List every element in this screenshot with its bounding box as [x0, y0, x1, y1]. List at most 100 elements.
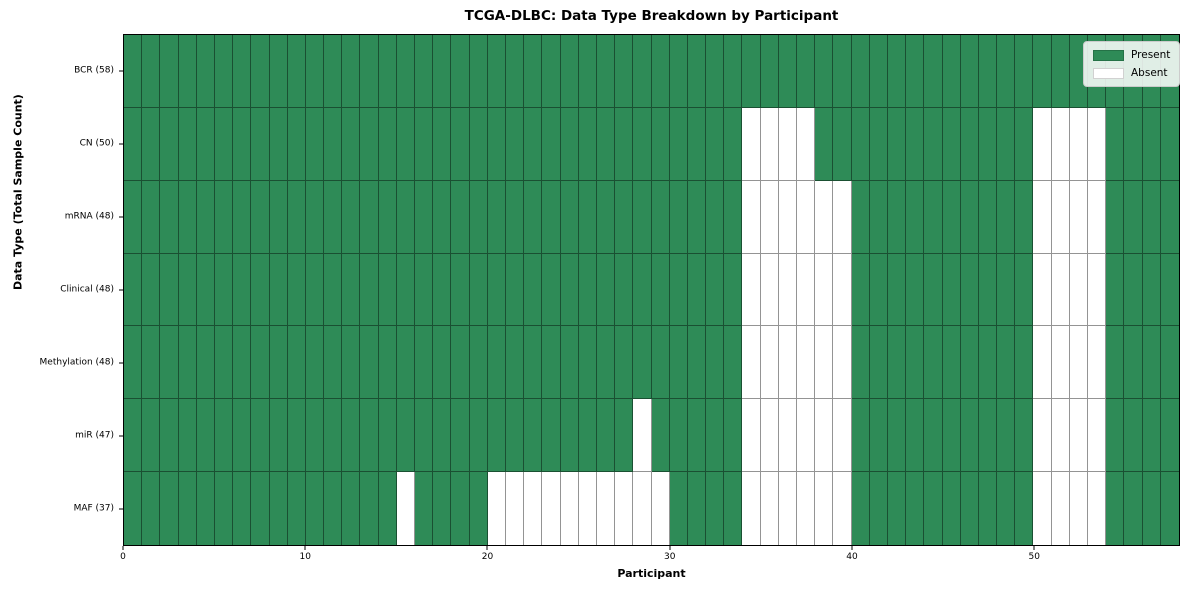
- heatmap-cell-present: [124, 253, 143, 327]
- heatmap-cell-present: [1015, 472, 1034, 545]
- heatmap-cell-present: [415, 326, 434, 400]
- heatmap-cell-present: [560, 326, 579, 400]
- heatmap-cell-present: [160, 253, 179, 327]
- heatmap-cell-present: [487, 35, 506, 108]
- heatmap-cell-present: [324, 35, 343, 108]
- heatmap-cell-present: [433, 180, 452, 254]
- heatmap-cell-present: [615, 253, 634, 327]
- heatmap-cell-present: [451, 253, 470, 327]
- heatmap-cell-present: [196, 472, 215, 545]
- heatmap-cell-present: [415, 180, 434, 254]
- heatmap-cell-absent: [778, 472, 798, 545]
- heatmap-cell-present: [251, 180, 270, 254]
- heatmap-cell-absent: [797, 472, 816, 545]
- heatmap-cell-present: [360, 253, 379, 327]
- heatmap-cell-absent: [578, 472, 597, 545]
- heatmap-cell-present: [542, 326, 561, 400]
- y-tick-mark: [119, 70, 123, 72]
- x-tick-mark: [486, 546, 488, 550]
- heatmap-cell-present: [378, 107, 397, 181]
- heatmap-cell-present: [906, 107, 925, 181]
- heatmap-cell-absent: [1051, 326, 1070, 400]
- heatmap-cell-present: [1106, 253, 1125, 327]
- heatmap-cell-present: [997, 253, 1016, 327]
- heatmap-cell-absent: [778, 180, 798, 254]
- heatmap-cell-present: [142, 35, 161, 108]
- heatmap-cell-present: [942, 35, 961, 108]
- y-tick-mark: [119, 362, 123, 364]
- heatmap-cell-absent: [742, 472, 761, 545]
- heatmap-cell-absent: [542, 472, 561, 545]
- heatmap-cell-present: [342, 399, 361, 473]
- heatmap-cell-present: [1015, 399, 1034, 473]
- heatmap-cell-present: [578, 35, 597, 108]
- y-tick-mark: [119, 143, 123, 145]
- heatmap-cell-present: [360, 326, 379, 400]
- heatmap-cell-absent: [833, 399, 852, 473]
- heatmap-cell-present: [687, 326, 707, 400]
- heatmap-cell-present: [960, 472, 979, 545]
- heatmap-cell-present: [124, 180, 143, 254]
- heatmap-cell-absent: [778, 399, 798, 473]
- heatmap-cell-present: [906, 399, 925, 473]
- heatmap-cell-present: [978, 107, 998, 181]
- heatmap-cell-present: [851, 472, 870, 545]
- heatmap-cell-absent: [1088, 472, 1107, 545]
- heatmap-cell-present: [324, 326, 343, 400]
- heatmap-cell-present: [342, 253, 361, 327]
- heatmap-cell-absent: [560, 472, 579, 545]
- heatmap-cell-present: [451, 35, 470, 108]
- chart-title: TCGA-DLBC: Data Type Breakdown by Partic…: [464, 8, 839, 24]
- legend: Present Absent: [1083, 41, 1181, 87]
- heatmap-cell-present: [596, 399, 616, 473]
- heatmap-cell-present: [633, 107, 652, 181]
- heatmap-cell-present: [778, 35, 798, 108]
- legend-entry: Absent: [1093, 67, 1170, 79]
- heatmap-cell-present: [687, 180, 707, 254]
- heatmap-cell-present: [469, 253, 488, 327]
- heatmap-cell-present: [324, 472, 343, 545]
- heatmap-cell-present: [233, 107, 252, 181]
- heatmap-cell-absent: [633, 399, 652, 473]
- heatmap-cell-present: [451, 472, 470, 545]
- heatmap-cell-present: [1015, 253, 1034, 327]
- heatmap-cell-present: [997, 326, 1016, 400]
- heatmap-cell-present: [269, 107, 288, 181]
- heatmap-cell-present: [269, 253, 288, 327]
- heatmap-cell-present: [542, 180, 561, 254]
- heatmap-cell-absent: [797, 180, 816, 254]
- x-tick-mark: [669, 546, 671, 550]
- heatmap-cell-present: [287, 180, 306, 254]
- heatmap-cell-present: [160, 35, 179, 108]
- heatmap-cell-present: [360, 472, 379, 545]
- heatmap-cell-present: [906, 35, 925, 108]
- heatmap-cell-present: [851, 107, 870, 181]
- x-tick-label: 30: [663, 552, 676, 562]
- heatmap-cell-present: [978, 253, 998, 327]
- heatmap-cell-present: [724, 180, 743, 254]
- heatmap-cell-present: [415, 472, 434, 545]
- heatmap-cell-present: [469, 472, 488, 545]
- legend-label: Absent: [1131, 67, 1168, 79]
- heatmap-cell-present: [233, 253, 252, 327]
- heatmap-cell-present: [287, 35, 306, 108]
- heatmap-cell-present: [396, 35, 416, 108]
- heatmap-cell-present: [505, 326, 525, 400]
- heatmap-cell-present: [596, 180, 616, 254]
- heatmap-cell-absent: [760, 107, 779, 181]
- heatmap-cell-present: [997, 180, 1016, 254]
- heatmap-cell-absent: [742, 326, 761, 400]
- heatmap-cell-present: [651, 35, 670, 108]
- heatmap-cell-present: [360, 35, 379, 108]
- heatmap-cell-present: [651, 180, 670, 254]
- heatmap-cell-present: [742, 35, 761, 108]
- heatmap-cell-present: [1142, 253, 1161, 327]
- heatmap-cell-present: [378, 399, 397, 473]
- heatmap-cell-present: [142, 107, 161, 181]
- heatmap-cell-present: [997, 107, 1016, 181]
- heatmap-cell-present: [1106, 472, 1125, 545]
- x-tick-mark: [1033, 546, 1035, 550]
- heatmap-cell-present: [305, 472, 325, 545]
- heatmap-cell-present: [669, 180, 688, 254]
- heatmap-cell-present: [451, 399, 470, 473]
